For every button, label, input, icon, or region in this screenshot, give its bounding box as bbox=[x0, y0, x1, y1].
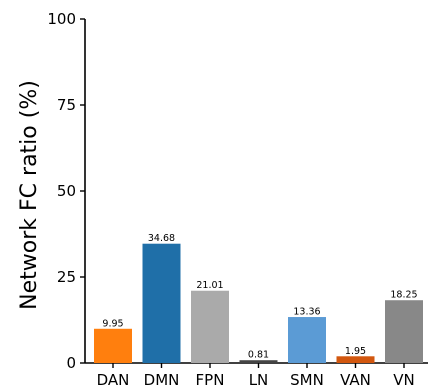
bar-smn bbox=[288, 317, 326, 363]
y-tick-label: 25 bbox=[57, 268, 76, 286]
y-tick-label: 0 bbox=[66, 354, 76, 372]
axes bbox=[84, 19, 428, 364]
y-tick-label: 100 bbox=[47, 10, 76, 28]
bar-van bbox=[336, 356, 375, 363]
x-tick-label-smn: SMN bbox=[290, 371, 324, 389]
bar-fpn bbox=[191, 290, 229, 363]
x-tick-label-dmn: DMN bbox=[144, 371, 180, 389]
x-tick-label-ln: LN bbox=[249, 371, 269, 389]
data-label-fpn: 21.01 bbox=[196, 280, 223, 291]
bar-dan bbox=[94, 328, 132, 363]
bar-ln bbox=[239, 360, 278, 363]
x-tick-label-dan: DAN bbox=[97, 371, 130, 389]
bars: 9.95 34.68 21.01 0.81 13.36 1.95 18.25 bbox=[94, 233, 423, 363]
data-label-dan: 9.95 bbox=[102, 318, 123, 329]
y-tick-label: 50 bbox=[57, 182, 76, 200]
y-axis-title: Network FC ratio (%) bbox=[17, 80, 42, 310]
x-tick-label-vn: VN bbox=[393, 371, 414, 389]
y-ticks: 0 25 50 75 100 bbox=[47, 10, 85, 372]
data-label-smn: 13.36 bbox=[293, 307, 320, 318]
x-tick-label-fpn: FPN bbox=[196, 371, 225, 389]
data-label-ln: 0.81 bbox=[248, 350, 269, 361]
data-label-vn: 18.25 bbox=[390, 290, 417, 301]
x-ticks: DAN DMN FPN LN SMN VAN VN bbox=[97, 363, 415, 389]
bar-vn bbox=[385, 300, 423, 363]
y-tick-label: 75 bbox=[57, 96, 76, 114]
data-label-dmn: 34.68 bbox=[148, 233, 175, 244]
x-tick-label-van: VAN bbox=[340, 371, 371, 389]
data-label-van: 1.95 bbox=[345, 346, 366, 357]
bar-dmn bbox=[142, 243, 181, 363]
